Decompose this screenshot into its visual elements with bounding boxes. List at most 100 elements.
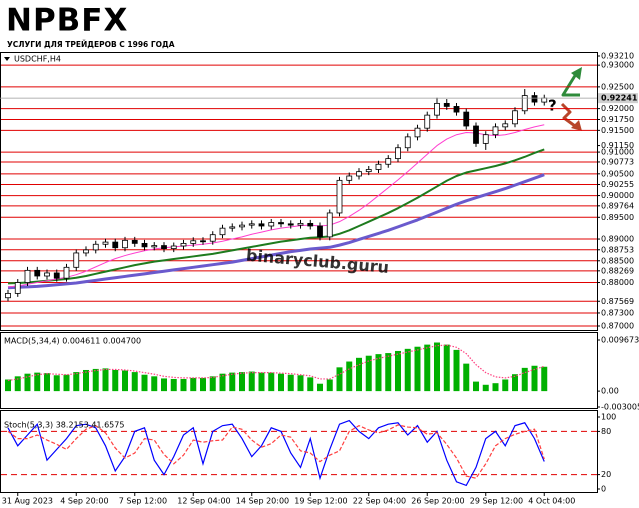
macd-bar (346, 361, 353, 392)
candle-body (287, 223, 294, 226)
candle-body (122, 239, 128, 249)
candle-body (434, 102, 440, 116)
macd-bar (492, 383, 499, 392)
macd-bar (336, 367, 343, 392)
last-price-label: 0.92241 (601, 94, 638, 103)
macd-bar (73, 372, 80, 392)
x-tick-label: 7 Sep 12:00 (119, 497, 167, 506)
candle-body (502, 123, 509, 128)
x-tick-label: 12 Sep 04:00 (177, 497, 230, 506)
x-tick-label: 29 Sep 12:00 (470, 497, 523, 506)
macd-bar (375, 354, 382, 392)
macd-bar (190, 377, 197, 392)
panel-title: Stoch(5,3,3) 38.2153 41.6575 (4, 421, 124, 430)
x-tick-label: 19 Sep 12:00 (294, 497, 347, 506)
moving-average (7, 173, 545, 290)
x-tick-label: 4 Oct 04:00 (528, 497, 575, 506)
y-tick-label: 80 (601, 427, 611, 436)
x-tick-label: 14 Sep 20:00 (236, 497, 289, 506)
tagline: УСЛУГИ ДЛЯ ТРЕЙДЕРОВ С 1996 ГОДА (7, 40, 175, 49)
macd-bar (63, 374, 70, 392)
macd-bar (482, 384, 489, 392)
macd-bar (395, 350, 401, 392)
candle-body (453, 106, 460, 113)
candle-body (278, 222, 284, 225)
up-arrow-head (571, 67, 582, 80)
macd-bar (424, 344, 431, 392)
candle-body (375, 163, 382, 170)
y-tick-label: 0.87300 (601, 308, 634, 317)
macd-panel (0, 332, 598, 409)
x-tick-label: 4 Sep 20:00 (60, 497, 108, 506)
macd-bar (434, 342, 440, 392)
y-tick-label: -0.003005 (601, 403, 639, 412)
macd-bar (521, 367, 528, 392)
y-tick-label: 0.87569 (601, 297, 634, 306)
candle-body (248, 223, 255, 226)
stoch-line (7, 424, 545, 479)
y-tick-label: 0.88500 (601, 256, 634, 265)
candle-body (258, 223, 265, 227)
y-tick-label: 0.91150 (601, 141, 634, 150)
stoch-line (7, 419, 545, 487)
candle-body (229, 226, 236, 229)
macd-bar (53, 375, 60, 392)
y-tick-label: 0.91000 (601, 148, 634, 157)
panel-title: USDCHF,H4 (14, 55, 61, 64)
candle-body (492, 126, 499, 136)
macd-bar (229, 372, 236, 392)
logo: NPBFX (6, 3, 128, 39)
forecast-arrows: ? (548, 67, 582, 131)
candle-body (14, 282, 21, 294)
macd-bar (365, 355, 372, 392)
macd-bar (151, 376, 158, 392)
y-tick-label: 0.88269 (601, 266, 634, 275)
y-tick-label: 0.92500 (601, 82, 634, 91)
candle-body (161, 245, 167, 250)
symbol-menu-icon (4, 57, 10, 61)
candle-body (5, 292, 11, 299)
macd-bar (531, 365, 538, 392)
macd-bar (512, 374, 518, 392)
candle-body (395, 147, 401, 160)
y-tick-label: 0.00 (601, 387, 619, 396)
down-arrow (560, 102, 576, 128)
y-tick-label: 0.87000 (601, 322, 634, 331)
candle-body (200, 240, 206, 243)
y-tick-label: 100 (601, 413, 616, 422)
candle-body (482, 134, 489, 144)
y-tick-label: 0.90000 (601, 191, 634, 200)
macd-bar (112, 369, 119, 392)
macd-bar (385, 353, 392, 392)
panel-title: MACD(5,34,4) 0.004611 0.004700 (4, 337, 141, 346)
macd-bar (102, 368, 109, 392)
candle-body (102, 241, 109, 245)
y-tick-label: 0.89764 (601, 201, 634, 210)
candle-body (209, 234, 216, 242)
x-tick-label: 31 Aug 2023 (2, 497, 53, 506)
candle-body (219, 227, 226, 236)
candle-body (239, 224, 245, 228)
y-tick-label: 0.009673 (601, 336, 639, 345)
y-tick-label: 0 (601, 485, 606, 494)
candle-body (512, 110, 518, 125)
y-tick-label: 20 (601, 470, 611, 479)
down-arrow-head (571, 120, 582, 131)
macd-bar (141, 374, 148, 392)
candle-body (131, 239, 138, 244)
candle-body (92, 243, 99, 251)
candle-body (356, 171, 362, 177)
y-tick-label: 0.91750 (601, 115, 634, 124)
candle-body (336, 179, 343, 214)
candle-body (151, 245, 158, 248)
macd-bar (131, 372, 138, 392)
y-tick-label: 0.93000 (601, 61, 634, 70)
y-tick-label: 0.93210 (601, 52, 634, 61)
macd-bar (161, 378, 167, 392)
macd-bar (278, 373, 284, 392)
macd-bar (453, 349, 460, 392)
macd-bar (180, 378, 187, 392)
y-tick-label: 0.90500 (601, 169, 634, 178)
